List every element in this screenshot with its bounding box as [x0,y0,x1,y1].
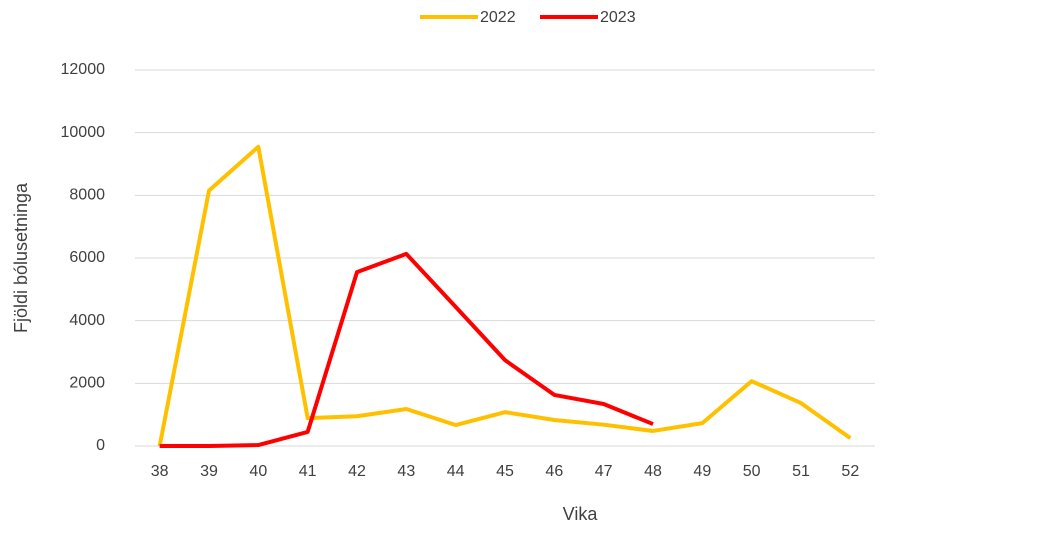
x-tick-label: 48 [644,463,662,480]
x-tick-label: 38 [151,463,169,480]
x-tick-label: 42 [348,463,366,480]
line-series [159,251,654,448]
y-axis-title: Fjöldi bólusetninga [11,182,31,333]
x-tick-label: 50 [743,463,761,480]
x-tick-label: 47 [595,463,613,480]
y-tick-label: 12000 [61,61,106,78]
y-tick-label: 8000 [69,187,105,204]
legend-label: 2023 [600,9,636,26]
line-series [157,144,852,447]
x-tick-label: 45 [496,463,514,480]
x-tick-label: 46 [545,463,563,480]
x-tick-label: 40 [249,463,267,480]
y-tick-label: 4000 [69,312,105,329]
legend-label: 2022 [480,9,516,26]
x-tick-label: 51 [792,463,810,480]
x-tick-label: 43 [397,463,415,480]
y-tick-label: 6000 [69,249,105,266]
x-tick-label: 41 [299,463,317,480]
x-tick-label: 52 [841,463,859,480]
y-tick-label: 2000 [69,375,105,392]
y-tick-label: 10000 [61,124,106,141]
x-tick-label: 39 [200,463,218,480]
x-tick-label: 44 [447,463,465,480]
x-tick-label: 49 [693,463,711,480]
x-axis-title: Vika [563,504,599,524]
y-tick-label: 0 [96,437,105,454]
